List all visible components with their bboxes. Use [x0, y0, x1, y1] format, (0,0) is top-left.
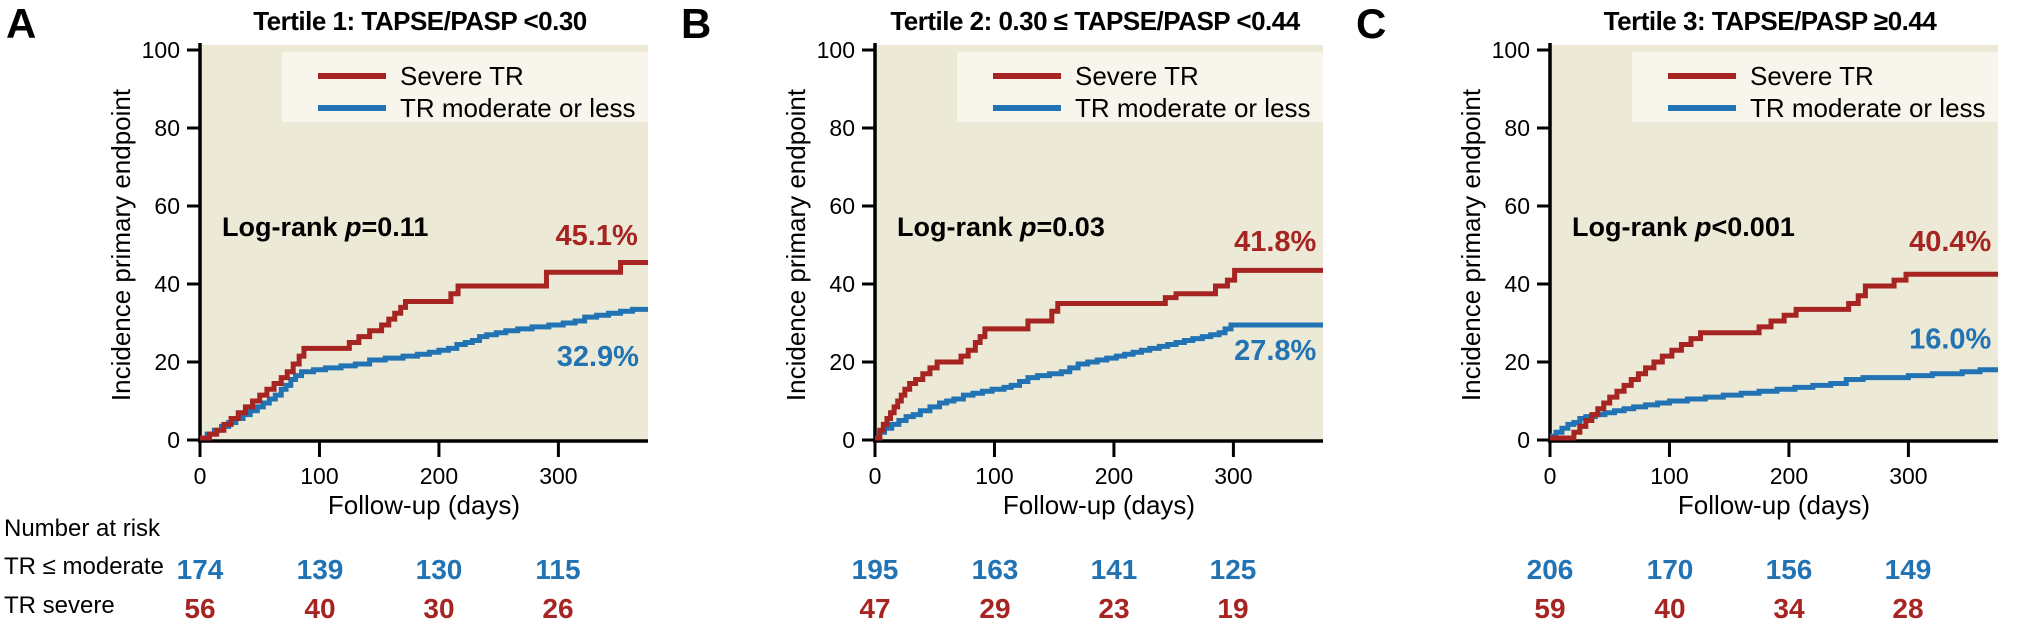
risk-count: 23	[1098, 593, 1130, 624]
risk-count: 59	[1534, 593, 1566, 624]
y-tick-label: 80	[829, 115, 855, 141]
y-tick-label: 20	[1504, 349, 1530, 375]
moderate-endpoint-pct-label: 32.9%	[557, 341, 639, 373]
risk-row-severe-label: TR severe	[4, 592, 115, 619]
severe-tr-curve	[200, 260, 648, 441]
x-tick-label: 200	[420, 463, 458, 489]
x-tick-label: 100	[300, 463, 338, 489]
risk-count: 19	[1217, 593, 1249, 624]
x-tick-label: 0	[869, 463, 882, 489]
y-tick-label: 20	[829, 349, 855, 375]
moderate-endpoint-pct-label: 27.8%	[1234, 335, 1316, 367]
x-axis-label: Follow-up (days)	[328, 490, 520, 520]
x-axis-label: Follow-up (days)	[1003, 490, 1195, 520]
y-tick-label: 40	[154, 271, 180, 297]
y-axis-label: Incidence primary endpoint	[781, 88, 811, 401]
risk-count: 28	[1892, 593, 1924, 624]
risk-count: 139	[296, 554, 344, 585]
y-tick-label: 80	[154, 115, 180, 141]
x-tick-label: 300	[1214, 463, 1252, 489]
x-tick-label: 100	[975, 463, 1013, 489]
y-tick-label: 80	[1504, 115, 1530, 141]
y-tick-label: 0	[842, 427, 855, 453]
y-tick-label: 0	[167, 427, 180, 453]
logrank-annotation: Log-rank p<0.001	[1572, 212, 1795, 242]
severe-endpoint-pct-label: 41.8%	[1234, 226, 1316, 258]
x-tick-label: 300	[539, 463, 577, 489]
logrank-annotation: Log-rank p=0.11	[222, 212, 428, 242]
risk-count: 47	[859, 593, 891, 624]
risk-count: 195	[851, 554, 899, 585]
risk-count: 115	[535, 554, 581, 585]
number-at-risk-header: Number at risk	[4, 515, 161, 542]
severe-tr-curve	[875, 267, 1323, 441]
risk-count: 163	[971, 554, 1019, 585]
y-axis-label: Incidence primary endpoint	[1456, 88, 1486, 401]
moderate-endpoint-pct-label: 16.0%	[1909, 323, 1991, 355]
risk-count: 26	[542, 593, 574, 624]
legend-severe-tr-label: Severe TR	[1075, 61, 1199, 91]
panel-title: Tertile 3: TAPSE/PASP ≥0.44	[1603, 6, 1937, 36]
y-tick-label: 100	[1492, 37, 1530, 63]
y-tick-label: 40	[829, 271, 855, 297]
severe-endpoint-pct-label: 45.1%	[556, 220, 638, 252]
risk-count: 125	[1209, 554, 1257, 585]
severe-tr-curve	[1550, 271, 1998, 441]
y-tick-label: 40	[1504, 271, 1530, 297]
risk-count: 170	[1646, 554, 1694, 585]
severe-endpoint-pct-label: 40.4%	[1909, 226, 1991, 258]
tr-moderate-curve	[1550, 367, 1998, 439]
x-tick-label: 300	[1889, 463, 1927, 489]
panel-letter: C	[1356, 0, 1386, 47]
legend-tr-moderate-label: TR moderate or less	[1750, 93, 1986, 123]
panel-c: C Tertile 3: TAPSE/PASP ≥0.44 Severe TR T…	[1350, 0, 2025, 636]
risk-count: 130	[415, 554, 463, 585]
x-tick-label: 0	[1544, 463, 1557, 489]
risk-count: 40	[304, 593, 336, 624]
legend-severe-tr-label: Severe TR	[400, 61, 524, 91]
y-tick-label: 0	[1517, 427, 1530, 453]
panel-letter: B	[681, 0, 711, 47]
x-tick-label: 100	[1650, 463, 1688, 489]
x-tick-label: 200	[1095, 463, 1133, 489]
tr-moderate-curve	[200, 306, 648, 441]
y-tick-label: 100	[817, 37, 855, 63]
x-axis-label: Follow-up (days)	[1678, 490, 1870, 520]
risk-count: 149	[1884, 554, 1932, 585]
risk-count: 56	[184, 593, 216, 624]
y-tick-label: 60	[1504, 193, 1530, 219]
panel-a: A Tertile 1: TAPSE/PASP <0.30 Severe TR T…	[0, 0, 675, 636]
risk-row-moderate-label: TR ≤ moderate	[4, 553, 164, 580]
panel-title: Tertile 1: TAPSE/PASP <0.30	[253, 6, 587, 36]
tr-moderate-curve	[875, 322, 1323, 441]
risk-count: 206	[1526, 554, 1574, 585]
y-tick-label: 60	[154, 193, 180, 219]
panel-b: B Tertile 2: 0.30 ≤ TAPSE/PASP <0.44 Sev…	[675, 0, 1350, 636]
x-tick-label: 200	[1770, 463, 1808, 489]
risk-count: 40	[1654, 593, 1686, 624]
legend-severe-tr-label: Severe TR	[1750, 61, 1874, 91]
x-tick-label: 0	[194, 463, 207, 489]
y-tick-label: 20	[154, 349, 180, 375]
logrank-annotation: Log-rank p=0.03	[897, 212, 1105, 242]
risk-count: 30	[423, 593, 455, 624]
panel-title: Tertile 2: 0.30 ≤ TAPSE/PASP <0.44	[890, 6, 1300, 36]
panel-letter: A	[6, 0, 36, 47]
y-axis-label: Incidence primary endpoint	[106, 88, 136, 401]
legend-tr-moderate-label: TR moderate or less	[400, 93, 636, 123]
legend-tr-moderate-label: TR moderate or less	[1075, 93, 1311, 123]
risk-count: 34	[1773, 593, 1805, 624]
risk-count: 29	[979, 593, 1011, 624]
risk-count: 174	[176, 554, 224, 585]
risk-count: 141	[1090, 554, 1138, 585]
y-tick-label: 60	[829, 193, 855, 219]
risk-count: 156	[1765, 554, 1813, 585]
y-tick-label: 100	[142, 37, 180, 63]
